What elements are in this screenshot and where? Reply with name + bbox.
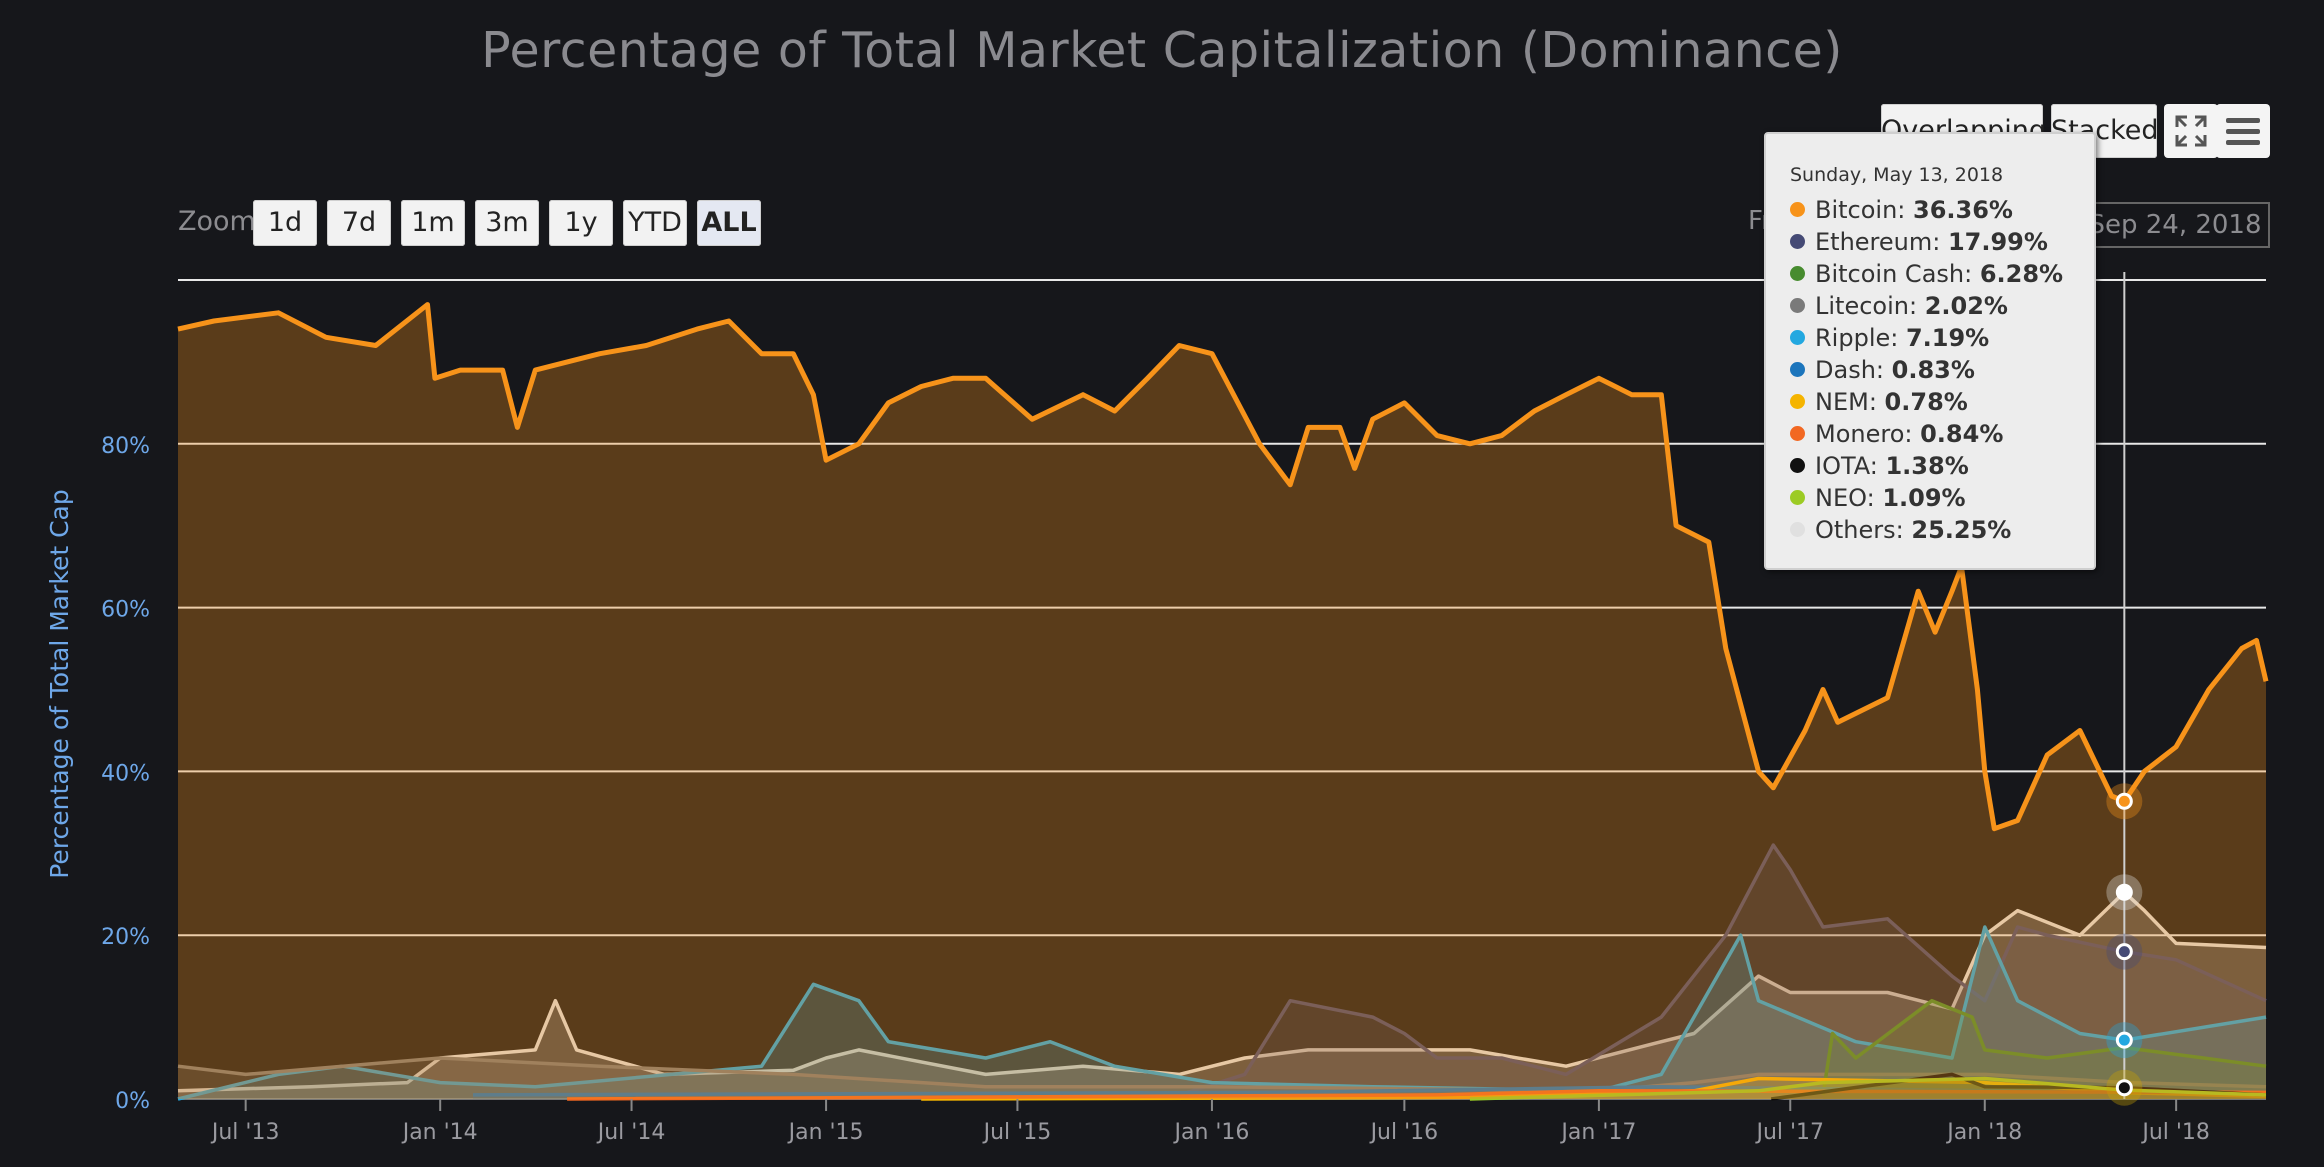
legend-dot-icon bbox=[1790, 490, 1805, 505]
zoom-1y-button[interactable]: 1y bbox=[549, 200, 613, 246]
tooltip: Sunday, May 13, 2018 Bitcoin: 36.36% Ethe… bbox=[1764, 132, 2096, 570]
x-tick-label: Jul '16 bbox=[1369, 1120, 1439, 1145]
zoom-ytd-button[interactable]: YTD bbox=[623, 200, 687, 246]
legend-dot-icon bbox=[1790, 394, 1805, 409]
tooltip-series-name: NEO: bbox=[1815, 484, 1883, 512]
ripple-area bbox=[178, 927, 2266, 1099]
tooltip-series-value: 1.38% bbox=[1885, 452, 1969, 480]
fullscreen-button[interactable] bbox=[2164, 104, 2218, 158]
tooltip-series-value: 6.28% bbox=[1979, 260, 2064, 288]
tooltip-row: Dash: 0.83% bbox=[1790, 356, 1975, 384]
tooltip-row: Monero: 0.84% bbox=[1790, 420, 2003, 448]
tooltip-series-name: Dash: bbox=[1815, 356, 1892, 384]
y-tick-label: 60% bbox=[101, 598, 150, 623]
tooltip-series-value: 25.25% bbox=[1911, 516, 2012, 544]
x-tick-label: Jan '14 bbox=[401, 1120, 478, 1145]
x-tick-label: Jul '15 bbox=[982, 1120, 1052, 1145]
ethereum-area bbox=[1056, 845, 2266, 1099]
x-tick-label: Jan '18 bbox=[1945, 1120, 2022, 1145]
y-tick-label: 80% bbox=[101, 434, 150, 459]
tooltip-row: Ripple: 7.19% bbox=[1790, 324, 1989, 352]
chart-title: Percentage of Total Market Capitalizatio… bbox=[481, 22, 1843, 79]
stacked-button[interactable]: Stacked bbox=[2051, 104, 2159, 158]
tooltip-row: Bitcoin Cash: 6.28% bbox=[1790, 260, 2063, 288]
tooltip-series-name: Ripple: bbox=[1815, 324, 1906, 352]
tooltip-series-value: 17.99% bbox=[1947, 228, 2048, 256]
x-tick-label: Jan '17 bbox=[1559, 1120, 1636, 1145]
tooltip-row: Litecoin: 2.02% bbox=[1790, 292, 2008, 320]
y-tick-label: 40% bbox=[101, 761, 150, 786]
legend-dot-icon bbox=[1790, 362, 1805, 377]
tooltip-series-name: Others: bbox=[1815, 516, 1912, 544]
tooltip-series-name: Bitcoin: bbox=[1815, 196, 1914, 224]
iota-marker bbox=[2115, 1079, 2133, 1097]
legend-dot-icon bbox=[1790, 266, 1805, 281]
x-tick-label: Jul '17 bbox=[1754, 1120, 1824, 1145]
ethereum-marker bbox=[2115, 943, 2133, 961]
others-marker bbox=[2115, 883, 2133, 901]
tooltip-row: NEO: 1.09% bbox=[1790, 484, 1966, 512]
x-tick-label: Jul '18 bbox=[2140, 1120, 2210, 1145]
bitcoin-cash-area bbox=[1823, 1000, 2266, 1099]
x-tick-label: Jul '13 bbox=[210, 1120, 280, 1145]
tooltip-row: NEM: 0.78% bbox=[1790, 388, 1968, 416]
bitcoin-area bbox=[178, 304, 2266, 1100]
x-tick-label: Jul '14 bbox=[596, 1120, 666, 1145]
fullscreen-icon bbox=[2175, 115, 2207, 147]
y-tick-label: 0% bbox=[115, 1089, 150, 1114]
legend-dot-icon bbox=[1790, 202, 1805, 217]
bitcoin-marker bbox=[2115, 792, 2133, 810]
zoom-1m-button[interactable]: 1m bbox=[401, 200, 465, 246]
ripple-marker bbox=[2115, 1031, 2133, 1049]
legend-dot-icon bbox=[1790, 234, 1805, 249]
tooltip-series-name: Monero: bbox=[1815, 420, 1921, 448]
tooltip-row: IOTA: 1.38% bbox=[1790, 452, 1969, 480]
zoom-all-button[interactable]: ALL bbox=[697, 200, 761, 246]
tooltip-series-name: NEM: bbox=[1815, 388, 1885, 416]
legend-dot-icon bbox=[1790, 426, 1805, 441]
tooltip-series-name: Litecoin: bbox=[1815, 292, 1925, 320]
legend-dot-icon bbox=[1790, 522, 1805, 537]
nem-area bbox=[921, 1078, 2267, 1099]
y-tick-label: 20% bbox=[101, 925, 150, 950]
zoom-1d-button[interactable]: 1d bbox=[253, 200, 317, 246]
legend-dot-icon bbox=[1790, 298, 1805, 313]
y-axis-label: Percentage of Total Market Cap bbox=[45, 489, 74, 879]
tooltip-series-name: Bitcoin Cash: bbox=[1815, 260, 1980, 288]
tooltip-row: Bitcoin: 36.36% bbox=[1790, 196, 2013, 224]
ripple-line bbox=[177, 925, 2267, 1101]
zoom-7d-button[interactable]: 7d bbox=[327, 200, 391, 246]
zoom-3m-button[interactable]: 3m bbox=[475, 200, 539, 246]
neo-line bbox=[1469, 1076, 2267, 1101]
iota-area bbox=[1771, 1074, 2266, 1099]
tooltip-series-value: 0.83% bbox=[1891, 356, 1975, 384]
tooltip-date: Sunday, May 13, 2018 bbox=[1790, 164, 2004, 186]
others-line bbox=[177, 890, 2267, 1093]
bitcoin-cash-line bbox=[1821, 998, 2267, 1096]
date-to-input[interactable]: Sep 24, 2018 bbox=[2080, 202, 2270, 248]
legend-dot-icon bbox=[1790, 458, 1805, 473]
menu-button[interactable] bbox=[2216, 104, 2270, 158]
ethereum-line bbox=[1056, 843, 2267, 1097]
others-area bbox=[178, 892, 2266, 1099]
tooltip-series-value: 2.02% bbox=[1924, 292, 2008, 320]
tooltip-series-value: 0.84% bbox=[1920, 420, 2004, 448]
x-tick-label: Jan '16 bbox=[1172, 1120, 1249, 1145]
zoom-label: Zoom bbox=[178, 206, 256, 237]
tooltip-row: Ethereum: 17.99% bbox=[1790, 228, 2048, 256]
tooltip-series-value: 0.78% bbox=[1884, 388, 1968, 416]
x-tick-label: Jan '15 bbox=[787, 1120, 864, 1145]
tooltip-row: Others: 25.25% bbox=[1790, 516, 2011, 544]
tooltip-series-name: Ethereum: bbox=[1815, 228, 1948, 256]
tooltip-series-value: 36.36% bbox=[1913, 196, 2013, 224]
tooltip-series-value: 1.09% bbox=[1882, 484, 1966, 512]
menu-icon bbox=[2226, 118, 2260, 145]
bitcoin-line bbox=[177, 302, 2269, 832]
tooltip-series-name: IOTA: bbox=[1815, 452, 1886, 480]
tooltip-series-value: 7.19% bbox=[1905, 324, 1990, 352]
legend-dot-icon bbox=[1790, 330, 1805, 345]
